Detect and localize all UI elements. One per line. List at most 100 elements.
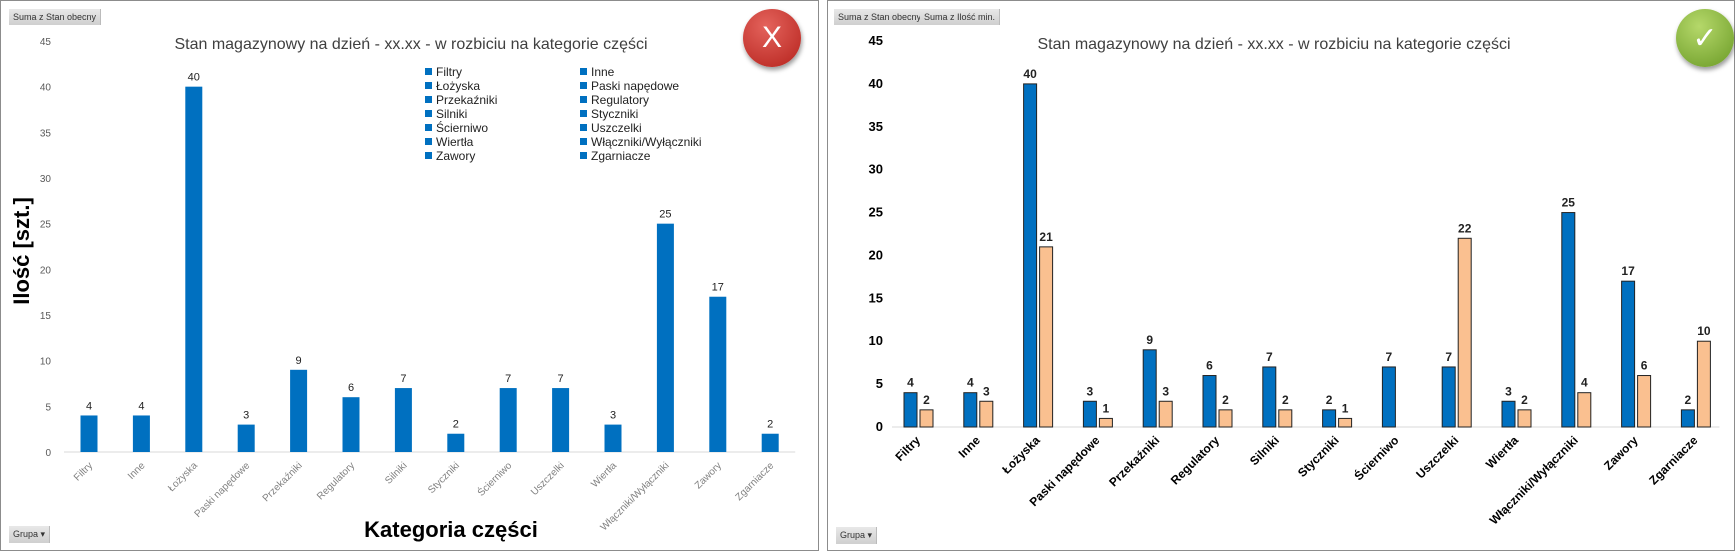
x-tick-label: Przekaźniki [261, 460, 305, 504]
y-tick-label: 0 [45, 448, 51, 459]
filter-button-ilosc-min[interactable]: Suma z Ilość min. [920, 9, 1001, 25]
bar [903, 392, 918, 428]
bar [656, 223, 674, 452]
left-chart-panel: Stan magazynowy na dzień - xx.xx - w roz… [0, 0, 819, 551]
y-tick-label: 40 [40, 83, 52, 94]
data-label: 3 [1505, 384, 1512, 398]
legend-swatch-icon [425, 96, 432, 103]
data-label: 4 [86, 400, 92, 412]
data-label: 25 [659, 209, 671, 221]
x-tick-label: Ścierniwo [474, 459, 514, 499]
bar [1278, 409, 1293, 428]
legend-item: Filtry [425, 65, 580, 79]
x-axis-title: Kategoria części [364, 517, 538, 542]
y-tick-label: 30 [40, 174, 52, 185]
legend-swatch-icon [580, 82, 587, 89]
legend-label: Przekaźniki [436, 92, 498, 107]
group-label: Grupa [840, 530, 866, 540]
legend-label: Paski napędowe [591, 78, 680, 93]
data-label: 22 [1458, 221, 1472, 235]
legend-swatch-icon [425, 152, 432, 159]
data-label: 4 [907, 376, 914, 390]
data-label: 3 [1087, 384, 1094, 398]
y-tick-label: 5 [45, 402, 51, 413]
data-label: 3 [983, 384, 990, 398]
data-label: 3 [243, 410, 249, 422]
legend-swatch-icon [425, 110, 432, 117]
x-tick-label: Wiertła [1483, 433, 1521, 471]
legend-swatch-icon [580, 68, 587, 75]
group-filter-button[interactable]: Grupa ▾ [836, 527, 878, 544]
bar [1082, 400, 1097, 428]
bar [552, 388, 570, 452]
data-label: 1 [1342, 401, 1349, 415]
legend-item: Inne [580, 64, 740, 79]
x-tick-label: Zawory [1601, 433, 1641, 473]
data-label: 2 [1326, 393, 1333, 407]
x-tick-label: Zawory [693, 460, 724, 491]
legend-item: Zawory [425, 148, 580, 163]
dropdown-arrow-icon: ▾ [867, 530, 873, 540]
bar [1637, 375, 1652, 428]
legend-label: Styczniki [591, 106, 639, 121]
legend-label: Zawory [436, 148, 476, 163]
y-tick-label: 40 [869, 76, 883, 91]
y-tick-label: 20 [40, 265, 52, 276]
x-tick-label: Uszczelki [1413, 433, 1461, 481]
data-label: 9 [296, 355, 302, 367]
data-label: 17 [1621, 264, 1635, 278]
legend-item: Regulatory [580, 93, 740, 107]
legend-item: Paski napędowe [580, 78, 740, 93]
data-label: 1 [1103, 401, 1110, 415]
bar [185, 86, 203, 453]
legend-item: Zgarniacze [580, 149, 740, 163]
chart-legend: Filtry Inne Łożyska Paski napędowe Przekaźni… [425, 64, 740, 163]
data-label: 3 [1162, 384, 1169, 398]
bar [1696, 340, 1711, 428]
bar [132, 415, 150, 452]
bar [1457, 237, 1472, 428]
legend-swatch-icon [580, 110, 587, 117]
legend-label: Silniki [436, 106, 468, 121]
data-label: 2 [1521, 393, 1528, 407]
check-mark-icon: ✓ [1676, 9, 1734, 67]
legend-label: Łożyska [436, 78, 481, 93]
bar [1322, 409, 1337, 428]
legend-item: Silniki [425, 106, 580, 121]
filter-button-stan-obecny[interactable]: Suma z Stan obecny [834, 9, 927, 25]
data-label: 4 [138, 400, 144, 412]
x-tick-label: Paski napędowe [193, 460, 253, 520]
legend-item: Wiertła [425, 135, 580, 149]
y-tick-label: 35 [869, 119, 883, 134]
bar [1517, 409, 1532, 428]
data-label: 6 [1206, 359, 1213, 373]
bar [1561, 212, 1576, 428]
bar [604, 424, 622, 452]
legend-swatch-icon [580, 124, 587, 131]
right-chart-panel: Stan magazynowy na dzień - xx.xx - w roz… [827, 0, 1735, 551]
legend-item: Styczniki [580, 106, 740, 121]
data-label: 7 [558, 373, 564, 385]
filter-button-stan-obecny[interactable]: Suma z Stan obecny [9, 9, 102, 25]
data-label: 7 [1445, 350, 1452, 364]
data-label: 7 [400, 373, 406, 385]
legend-swatch-icon [580, 138, 587, 145]
bar [963, 392, 978, 428]
bar [1202, 375, 1217, 428]
bar [499, 388, 517, 452]
bar [1142, 349, 1157, 428]
legend-label: Inne [591, 64, 615, 79]
x-tick-label: Wiertła [589, 460, 619, 490]
legend-label: Ścierniwo [436, 120, 489, 135]
data-label: 7 [505, 373, 511, 385]
data-label: 9 [1146, 333, 1153, 347]
left-chart: Stan magazynowy na dzień - xx.xx - w roz… [9, 36, 796, 542]
x-tick-label: Inne [126, 460, 148, 482]
group-filter-button[interactable]: Grupa ▾ [9, 526, 51, 543]
bar [1441, 366, 1456, 428]
data-label: 10 [1697, 324, 1711, 338]
bar [80, 415, 98, 452]
legend-swatch-icon [580, 152, 587, 159]
y-tick-label: 20 [869, 247, 883, 262]
group-label: Grupa [13, 529, 39, 539]
